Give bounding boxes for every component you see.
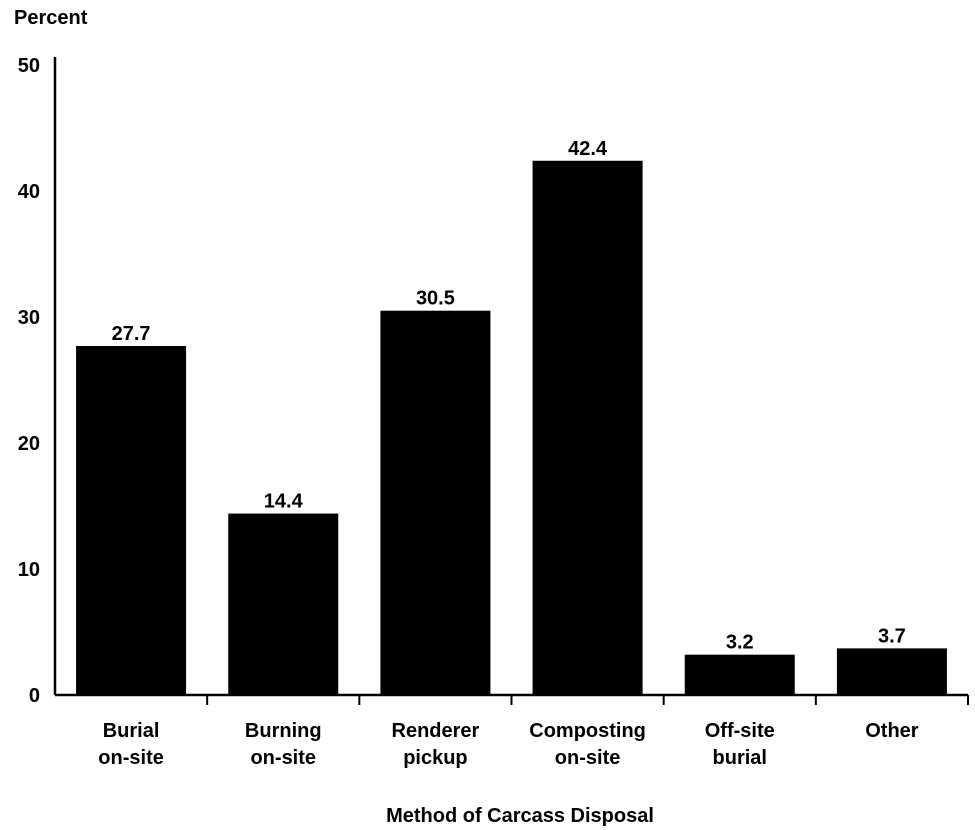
y-tick-label: 10 [18,559,40,581]
data-labels: 27.7 14.4 30.5 42.4 3.2 3.7 [112,138,906,654]
category-labels: Burial on-site Burning on-site Renderer picku… [98,720,918,769]
category-label: Renderer pickup [392,720,480,769]
y-tick-label: 20 [18,433,40,455]
bar [76,345,187,695]
bar-value-label: 42.4 [568,138,608,160]
y-axis-label: Percent [14,7,88,29]
bar [532,160,643,695]
bar-value-label: 3.7 [878,625,906,647]
bar-value-label: 27.7 [112,323,151,345]
bar [380,310,491,695]
bar [684,654,795,695]
y-axis: 0 10 20 30 40 50 [18,55,57,707]
category-label: Other [865,720,919,742]
bar-value-label: 30.5 [416,288,455,310]
bar-value-label: 3.2 [726,632,754,654]
category-label: Burial on-site [98,720,164,769]
bar-value-label: 14.4 [264,491,304,513]
y-tick-label: 30 [18,307,40,329]
bar [228,513,339,695]
y-tick-label: 50 [18,55,40,77]
x-axis-label: Method of Carcass Disposal [386,805,654,827]
y-tick-label: 40 [18,181,40,203]
category-label: Off-site burial [705,720,775,769]
bar [836,648,947,695]
y-tick-label: 0 [29,685,40,707]
bars [76,160,947,695]
x-axis [55,693,969,705]
category-label: Burning on-site [245,720,322,769]
category-label: Composting on-site [529,720,646,769]
